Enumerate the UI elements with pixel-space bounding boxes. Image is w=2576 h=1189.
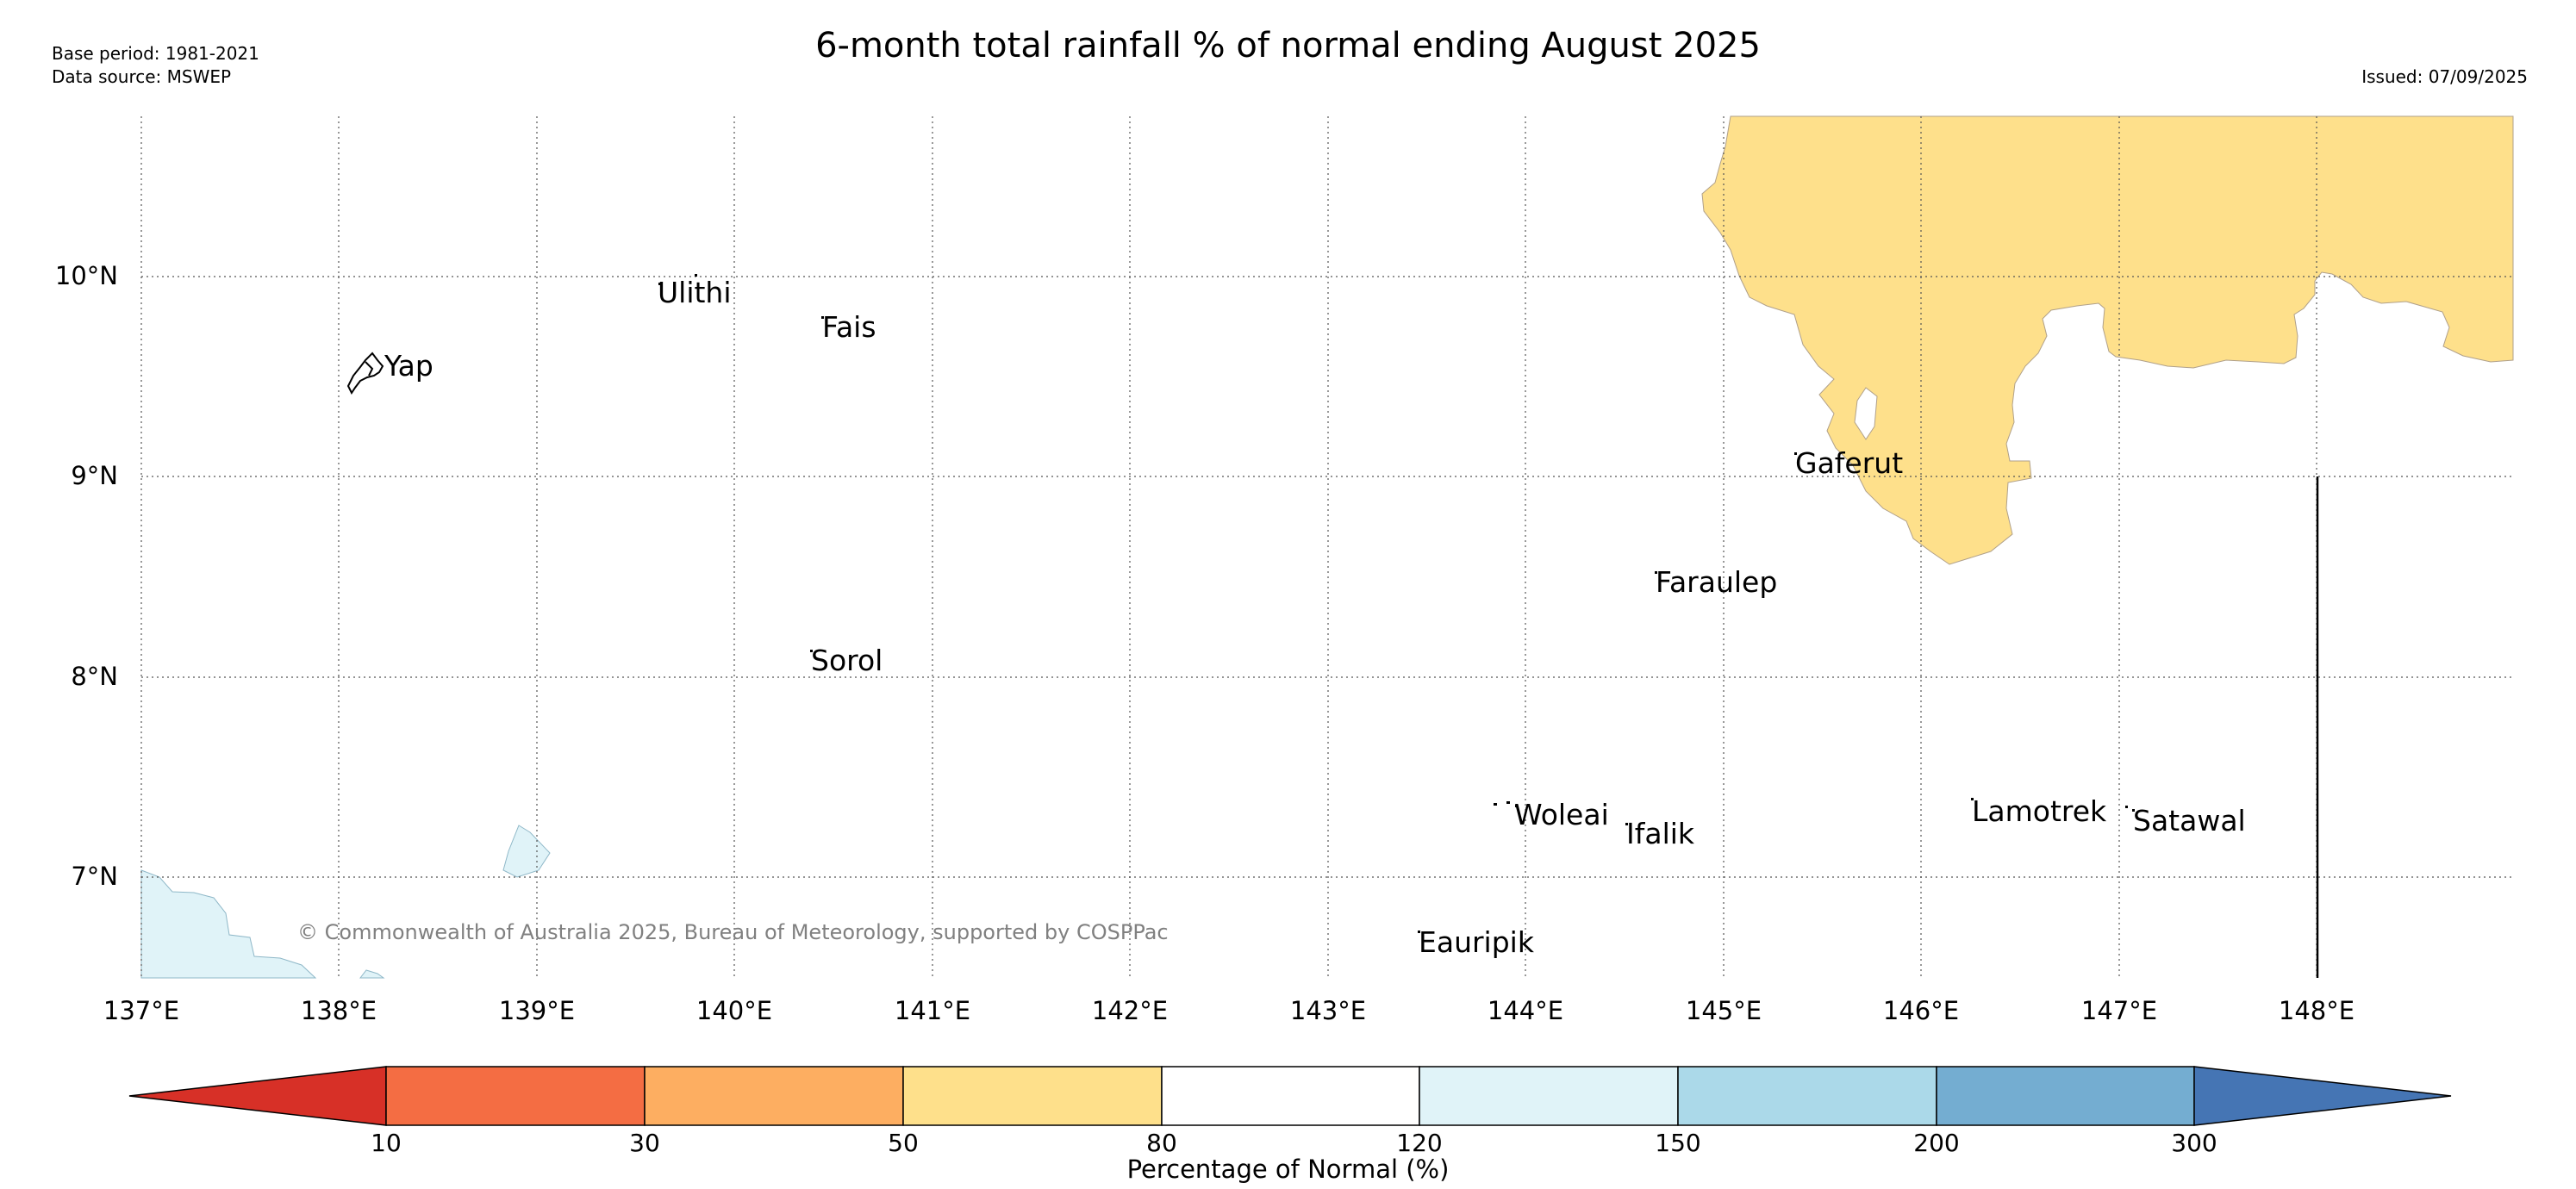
atoll-eauripik	[1418, 931, 1420, 933]
base-period-note: Base period: 1981-2021	[52, 43, 259, 64]
atoll-woleai	[1494, 803, 1497, 806]
atoll-ulithi	[658, 283, 661, 285]
atoll-ulithi-2	[695, 274, 697, 277]
atoll-woleai-2	[1506, 801, 1510, 804]
colorbar-bin-50-80	[902, 1066, 1163, 1126]
place-label-ulithi: Ulithi	[658, 276, 732, 309]
place-label-yap: Yap	[384, 349, 433, 383]
lat-label-7n: 7°N	[71, 862, 118, 891]
colorbar-tick-150: 150	[1655, 1129, 1701, 1157]
colorbar-bin-80-120	[1161, 1066, 1420, 1126]
lon-label-140e: 140°E	[695, 996, 773, 1025]
place-label-satawal: Satawal	[2133, 804, 2246, 837]
colorbar-bin-200-300	[1936, 1066, 2195, 1126]
issued-date: Issued: 07/09/2025	[2361, 66, 2528, 87]
region-120-150-islet	[502, 825, 551, 878]
data-source-note: Data source: MSWEP	[52, 66, 232, 87]
place-label-gaferut: Gaferut	[1795, 446, 1904, 480]
colorbar-extend-high	[2193, 1066, 2452, 1126]
colorbar-tick-10: 10	[371, 1129, 402, 1157]
colorbar-tick-50: 50	[888, 1129, 919, 1157]
lon-label-139e: 139°E	[498, 996, 576, 1025]
lon-label-144e: 144°E	[1487, 996, 1564, 1025]
colorbar-extend-low	[128, 1066, 387, 1126]
colorbar-tick-300: 300	[2171, 1129, 2217, 1157]
copyright-notice: © Commonwealth of Australia 2025, Bureau…	[297, 920, 1169, 944]
colorbar-bin-150-200	[1677, 1066, 1937, 1126]
place-label-eauripik: Eauripik	[1419, 925, 1534, 959]
lon-label-147e: 147°E	[2080, 996, 2158, 1025]
lon-label-142e: 142°E	[1091, 996, 1169, 1025]
place-label-faraulep: Faraulep	[1656, 565, 1778, 599]
islands	[346, 352, 384, 395]
place-label-ifalik: Ifalik	[1626, 817, 1695, 850]
lon-label-143e: 143°E	[1289, 996, 1367, 1025]
atoll-marks	[658, 274, 2135, 933]
lon-label-138e: 138°E	[300, 996, 377, 1025]
map-title: 6-month total rainfall % of normal endin…	[815, 26, 1761, 65]
atoll-satawal	[2125, 806, 2128, 808]
atoll-fais	[821, 316, 824, 319]
island-yap	[346, 352, 384, 395]
colorbar-bin-120-150	[1419, 1066, 1679, 1126]
colorbar-bin-30-50	[644, 1066, 904, 1126]
graticule	[140, 116, 2513, 978]
lon-label-137e: 137°E	[103, 996, 180, 1025]
region-120-150-southwest	[140, 869, 317, 979]
atoll-sorol	[810, 650, 813, 652]
place-label-fais: Fais	[822, 310, 876, 344]
atoll-woleai-3	[1515, 805, 1518, 807]
region-120-150-small	[359, 969, 385, 979]
place-label-woleai: Woleai	[1514, 798, 1609, 831]
island-yap-reef	[365, 361, 374, 377]
region-50-80-lake	[1854, 387, 1878, 440]
colorbar	[128, 1066, 2452, 1126]
lon-label-148e: 148°E	[2278, 996, 2355, 1025]
atoll-ifalik	[1625, 823, 1628, 825]
place-label-lamotrek: Lamotrek	[1972, 794, 2107, 828]
lat-label-8n: 8°N	[71, 662, 118, 691]
place-label-sorol: Sorol	[811, 644, 883, 677]
colorbar-tick-30: 30	[629, 1129, 660, 1157]
lat-label-10n: 10°N	[54, 261, 118, 290]
shaded-regions	[140, 115, 2514, 979]
lon-label-145e: 145°E	[1685, 996, 1762, 1025]
atoll-satawal-2	[2132, 809, 2135, 812]
atoll-faraulep	[1655, 571, 1657, 574]
colorbar-tick-200: 200	[1913, 1129, 1960, 1157]
lon-label-146e: 146°E	[1882, 996, 1960, 1025]
colorbar-tick-120: 120	[1396, 1129, 1443, 1157]
lon-label-141e: 141°E	[894, 996, 971, 1025]
atoll-lamotrek	[1971, 798, 1974, 800]
colorbar-tick-80: 80	[1146, 1129, 1177, 1157]
atoll-gaferut	[1794, 452, 1797, 455]
lat-label-9n: 9°N	[71, 461, 118, 490]
colorbar-bin-10-30	[385, 1066, 646, 1126]
colorbar-label: Percentage of Normal (%)	[1126, 1155, 1450, 1184]
region-50-80-northeast	[1701, 115, 2514, 565]
